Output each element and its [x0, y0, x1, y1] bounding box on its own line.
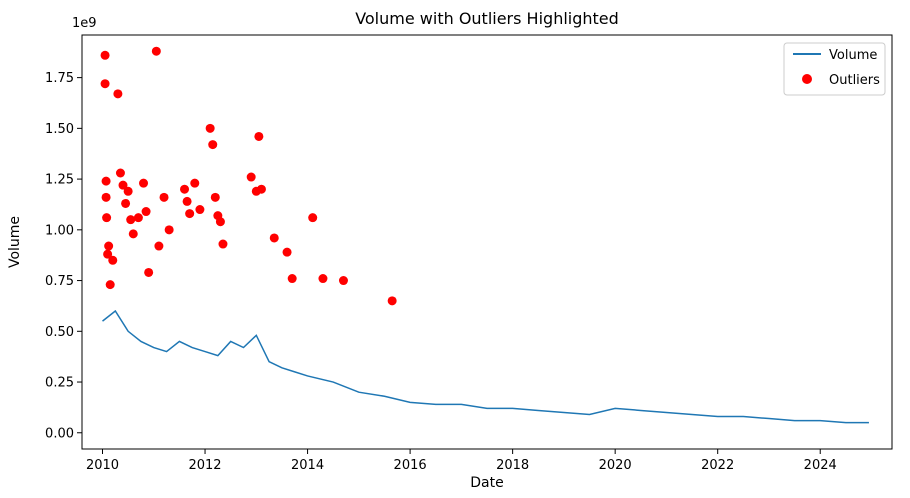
outlier-point [118, 180, 128, 190]
outlier-point [115, 168, 125, 178]
chart-title: Volume with Outliers Highlighted [355, 9, 619, 28]
outlier-point [102, 213, 112, 223]
outlier-point [128, 229, 138, 239]
outlier-point [123, 186, 133, 196]
outlier-point [180, 184, 190, 194]
legend-volume-label: Volume [829, 48, 877, 63]
outlier-point [105, 280, 115, 290]
outlier-point [141, 207, 151, 217]
x-tick-label: 2024 [804, 458, 837, 473]
y-tick-label: 0.75 [45, 274, 74, 289]
outlier-point [215, 217, 225, 227]
outlier-point [269, 233, 279, 243]
outlier-point [103, 249, 113, 259]
legend-outliers-label: Outliers [829, 73, 880, 88]
y-axis: 0.00 0.25 0.50 0.75 1.00 1.25 1.50 1.75 [45, 71, 82, 441]
outlier-point [121, 198, 131, 208]
outlier-point [210, 192, 220, 202]
outlier-point [190, 178, 200, 188]
outlier-point [164, 225, 174, 235]
outlier-point [139, 178, 149, 188]
x-tick-label: 2014 [291, 458, 324, 473]
y-tick-label: 1.25 [45, 173, 74, 188]
y-tick-label: 1.00 [45, 223, 74, 238]
legend-outliers-swatch [802, 74, 812, 84]
outlier-point [151, 46, 161, 56]
outlier-point [126, 215, 136, 225]
outlier-point [113, 89, 123, 99]
outlier-point [101, 176, 111, 186]
outlier-point [101, 192, 111, 202]
outlier-point [246, 172, 256, 182]
volume-series-group [102, 309, 869, 424]
outlier-point [159, 192, 169, 202]
y-tick-label: 1.75 [45, 71, 74, 86]
x-tick-label: 2010 [86, 458, 119, 473]
outlier-point [205, 123, 215, 133]
x-tick-label: 2020 [599, 458, 632, 473]
outliers-series-group [100, 46, 397, 306]
outlier-point [154, 241, 164, 251]
outlier-point [185, 209, 195, 219]
outlier-point [208, 140, 218, 150]
y-axis-title: Volume [7, 216, 23, 268]
y-tick-label: 1.50 [45, 122, 74, 137]
outlier-point [338, 276, 348, 286]
y-offset-label: 1e9 [72, 16, 97, 31]
x-tick-label: 2016 [394, 458, 427, 473]
outlier-point [100, 79, 110, 89]
outlier-point [100, 50, 110, 60]
plot-frame [81, 34, 893, 450]
y-tick-label: 0.00 [45, 426, 74, 441]
plot-area [100, 46, 869, 424]
outlier-point [104, 241, 114, 251]
outlier-point [133, 213, 143, 223]
outlier-point [218, 239, 228, 249]
outlier-point [108, 255, 118, 265]
outlier-point [182, 196, 192, 206]
outlier-point [287, 274, 297, 284]
outlier-point [282, 247, 292, 257]
outlier-point [144, 267, 154, 277]
x-axis: 2010 2012 2014 2016 2018 2020 2022 2024 [86, 449, 837, 473]
outlier-point [318, 274, 328, 284]
outlier-point [308, 213, 318, 223]
x-axis-title: Date [470, 475, 503, 491]
outlier-point [254, 131, 264, 141]
outlier-point [256, 184, 266, 194]
x-tick-label: 2022 [701, 458, 734, 473]
legend: Volume Outliers [783, 42, 886, 96]
x-tick-label: 2018 [496, 458, 529, 473]
y-tick-label: 0.25 [45, 376, 74, 391]
x-tick-label: 2012 [188, 458, 221, 473]
outlier-point [387, 296, 397, 306]
volume-line [102, 309, 869, 424]
outlier-point [195, 205, 205, 215]
y-tick-label: 0.50 [45, 325, 74, 340]
